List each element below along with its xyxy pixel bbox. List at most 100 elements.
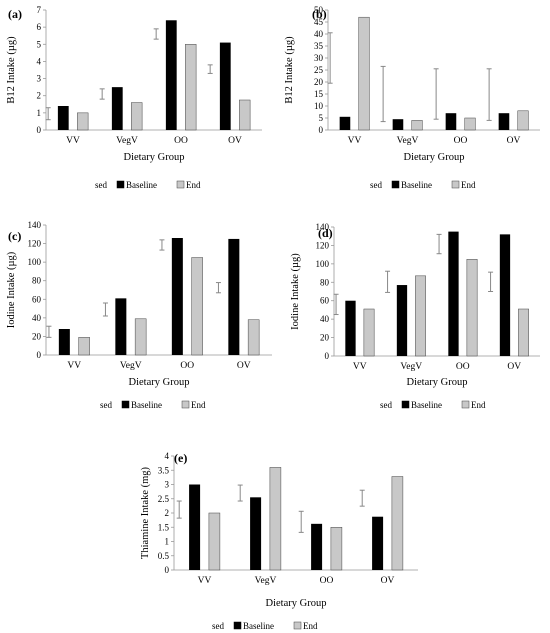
bar-end — [191, 257, 203, 356]
bar-baseline — [339, 116, 351, 130]
error-bar — [159, 239, 165, 251]
bar-end — [185, 44, 197, 131]
error-bar — [176, 500, 182, 519]
y-tick-label: 120 — [28, 239, 42, 249]
bar-end — [77, 112, 89, 131]
bar-end — [358, 16, 370, 131]
bar-end — [464, 117, 476, 131]
legend-item-label: End — [471, 400, 486, 410]
legend: sed Baseline End — [100, 400, 206, 410]
y-tick-label: 100 — [316, 259, 330, 269]
legend-item-label: Baseline — [131, 400, 162, 410]
bar-baseline — [115, 298, 127, 355]
error-bar — [385, 270, 391, 293]
y-tick-label: 3 — [165, 480, 170, 490]
x-category-label: OV — [381, 576, 395, 586]
legend-swatch-end — [181, 400, 190, 409]
x-category-label: VegV — [400, 362, 422, 372]
y-tick-label: 35 — [314, 41, 324, 51]
legend-swatch-end — [461, 400, 470, 409]
error-bar — [102, 302, 108, 317]
x-category-label: VegV — [116, 136, 138, 146]
bar-end — [517, 110, 529, 131]
error-bar — [45, 107, 51, 121]
bar-baseline — [396, 285, 408, 356]
legend-item-label: Baseline — [411, 400, 442, 410]
y-tick-label: 80 — [32, 276, 42, 286]
legend-item-label: Baseline — [401, 180, 432, 190]
x-category-label: VegV — [397, 136, 419, 146]
bar-end — [78, 337, 90, 356]
x-axis-title: Dietary Group — [266, 598, 327, 609]
y-tick-label: 3 — [37, 74, 42, 84]
y-tick-label: 45 — [314, 17, 324, 27]
chart-panel-e: (e) 0 0.5 1 1.5 2 2.5 3 3.5 4 VV VegV OO OV Thiamine I… — [140, 451, 418, 631]
panel-label: (d) — [318, 226, 333, 240]
y-tick-label: 1 — [37, 108, 42, 118]
y-tick-label: 20 — [314, 77, 324, 87]
bar-baseline — [445, 113, 457, 130]
x-category-label: OV — [228, 136, 242, 146]
legend: sed Baseline End — [95, 180, 201, 190]
chart-panel-d: (d) 0 20 40 60 80 100 120 140 VV VegV OO OV Iodine In… — [290, 222, 540, 410]
bar-end — [134, 318, 147, 356]
y-tick-label: 1.5 — [158, 522, 170, 532]
legend-swatch-baseline — [233, 621, 242, 630]
y-tick-label: 4 — [37, 56, 42, 66]
chart-panel-b: (b) 0 5 10 15 20 25 30 35 40 45 50 VV VegV OO OV B12 Int… — [284, 5, 540, 190]
x-category-label: VV — [66, 136, 80, 146]
error-bar — [333, 293, 339, 316]
legend-item-label: End — [461, 180, 476, 190]
x-category-label: OO — [174, 136, 188, 146]
legend-item-label: End — [186, 180, 201, 190]
error-bar — [436, 233, 442, 255]
y-tick-label: 2 — [37, 91, 42, 101]
bar-end — [466, 259, 478, 357]
bar-baseline — [57, 106, 69, 130]
legend: sed Baseline End — [380, 400, 486, 410]
y-tick-label: 100 — [28, 257, 42, 267]
bar-baseline — [219, 42, 231, 131]
bar-end — [330, 527, 343, 571]
bar-baseline — [228, 238, 240, 355]
error-bar — [359, 489, 365, 507]
y-tick-label: 15 — [314, 89, 324, 99]
y-tick-label: 2.5 — [158, 494, 170, 504]
bar-baseline — [372, 516, 384, 570]
y-tick-label: 140 — [316, 222, 330, 232]
bar-baseline — [171, 238, 183, 355]
chart-panel-c: (c) 0 20 40 60 80 100 120 140 VV VegV OO OV Iodine In… — [6, 220, 272, 410]
legend-prefix: sed — [380, 400, 392, 410]
y-tick-label: 0 — [319, 125, 324, 135]
bar-baseline — [392, 119, 404, 130]
bar-end — [208, 512, 221, 571]
legend-swatch-baseline — [401, 400, 410, 409]
bar-end — [239, 99, 251, 131]
y-axis-title: B12 Intake (µg) — [6, 36, 17, 104]
legend-swatch-end — [451, 180, 460, 189]
y-tick-label: 0 — [37, 350, 42, 360]
x-axis-title: Dietary Group — [129, 377, 190, 388]
legend-swatch-baseline — [391, 180, 400, 189]
y-tick-label: 6 — [37, 22, 42, 32]
x-category-label: OV — [237, 361, 251, 371]
bar-end — [131, 102, 143, 131]
x-category-label: OO — [320, 576, 334, 586]
bar-end — [411, 120, 423, 131]
error-bar — [433, 68, 439, 120]
bar-baseline — [448, 231, 459, 356]
x-category-label: OO — [456, 362, 470, 372]
panel-label: (a) — [8, 7, 22, 21]
bar-baseline — [58, 329, 70, 355]
legend-prefix: sed — [100, 400, 112, 410]
bar-end — [518, 308, 529, 357]
error-bar — [237, 484, 243, 502]
y-tick-label: 50 — [314, 5, 324, 15]
y-tick-label: 1 — [165, 537, 170, 547]
y-tick-label: 80 — [320, 277, 330, 287]
legend-swatch-baseline — [116, 180, 125, 189]
bar-baseline — [250, 497, 262, 570]
chart-panel-a: (a) 0 1 2 3 4 5 6 7 VV VegV OO OV B12 Intake (µg) Diet… — [6, 5, 262, 190]
legend-item-label: End — [191, 400, 206, 410]
x-axis-title: Dietary Group — [124, 152, 185, 163]
